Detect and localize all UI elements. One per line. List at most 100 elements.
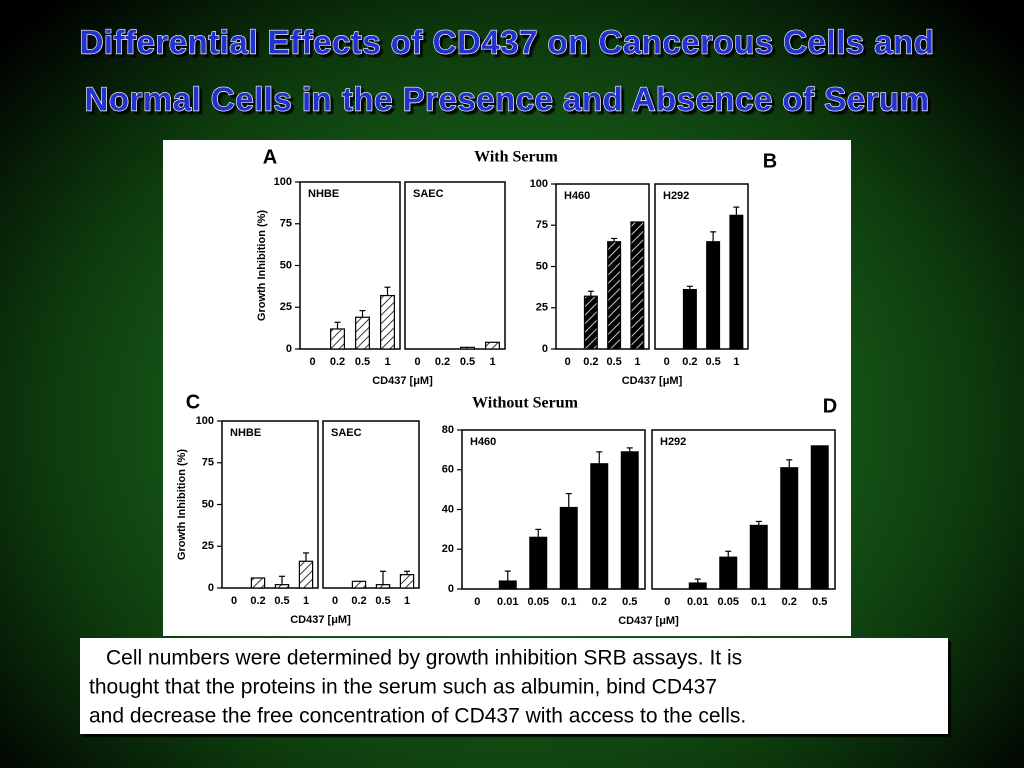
x-tick-label: 0.2	[351, 595, 366, 607]
bar	[399, 574, 415, 589]
x-tick-label: 0.1	[561, 596, 576, 608]
x-tick-label: 0.2	[592, 596, 607, 608]
subpanel-frame	[299, 181, 401, 350]
bar	[559, 506, 578, 590]
bar	[274, 584, 290, 589]
caption-box	[80, 638, 948, 734]
slide-title: Normal Cells in the Presence and Absence…	[85, 81, 930, 118]
bar	[719, 556, 738, 590]
subpanel-name: H292	[663, 190, 689, 202]
x-tick-label: 0.5	[812, 596, 827, 608]
figure-heading: With Serum	[474, 149, 558, 166]
x-tick-label: 0.2	[250, 595, 265, 607]
bar	[749, 524, 768, 590]
y-tick-label: 40	[442, 503, 454, 515]
bar	[298, 560, 314, 589]
subpanel-name: NHBE	[230, 427, 261, 439]
bar	[630, 221, 645, 350]
y-tick-label: 80	[442, 424, 454, 436]
bar	[780, 467, 799, 590]
x-tick-label: 1	[404, 595, 410, 607]
panel-letter: B	[763, 150, 777, 172]
subpanel-frame	[461, 429, 646, 590]
subpanel-frame	[555, 183, 650, 350]
x-tick-label: 0.05	[528, 596, 549, 608]
panel-letter: C	[186, 391, 200, 413]
y-tick-label: 20	[442, 543, 454, 555]
x-axis-label: CD437 [μM]	[290, 614, 351, 626]
bar	[729, 214, 744, 350]
bar	[355, 316, 370, 350]
x-tick-label: 0	[414, 356, 420, 368]
bar	[380, 294, 395, 350]
bar	[688, 582, 707, 590]
bar	[706, 241, 721, 350]
x-tick-label: 0	[231, 595, 237, 607]
y-tick-label: 75	[536, 219, 548, 231]
caption-line: thought that the proteins in the serum s…	[89, 676, 717, 699]
x-tick-label: 1	[303, 595, 309, 607]
caption-line: Cell numbers were determined by growth i…	[106, 647, 742, 670]
x-tick-label: 0.01	[687, 596, 708, 608]
y-tick-label: 0	[448, 583, 454, 595]
subpanel-frame	[404, 181, 506, 350]
caption-line: and decrease the free concentration of C…	[89, 705, 746, 728]
bar	[810, 445, 829, 590]
x-axis-label: CD437 [μM]	[618, 615, 679, 627]
x-tick-label: 0	[664, 596, 670, 608]
x-tick-label: 1	[733, 356, 739, 368]
x-tick-label: 0	[565, 356, 571, 368]
panel-letter: D	[823, 395, 837, 417]
x-axis-label: CD437 [μM]	[372, 375, 433, 387]
y-tick-label: 25	[280, 301, 292, 313]
x-tick-label: 0.01	[497, 596, 518, 608]
x-tick-label: 0.5	[606, 356, 621, 368]
subpanel-name: H460	[470, 436, 496, 448]
x-tick-label: 0.2	[682, 356, 697, 368]
bar	[583, 295, 598, 350]
x-axis-label: CD437 [μM]	[622, 375, 683, 387]
x-tick-label: 0.2	[782, 596, 797, 608]
subpanel-frame	[654, 183, 749, 350]
y-tick-label: 75	[202, 457, 214, 469]
subpanel-name: SAEC	[413, 188, 444, 200]
bar	[375, 584, 391, 589]
bar	[682, 289, 697, 350]
x-tick-label: 0.2	[435, 356, 450, 368]
bar	[498, 580, 517, 590]
y-tick-label: 75	[280, 218, 292, 230]
bar	[330, 328, 345, 350]
bar	[351, 580, 367, 589]
subpanel-frame	[322, 420, 420, 589]
y-axis-label: Growth Inhibition (%)	[256, 210, 268, 322]
subpanel-name: SAEC	[331, 427, 362, 439]
x-tick-label: 0.05	[718, 596, 739, 608]
bar	[620, 451, 639, 590]
subpanel-frame	[221, 420, 319, 589]
bar	[250, 577, 266, 589]
slide-title: Differential Effects of CD437 on Cancero…	[80, 24, 935, 61]
y-tick-label: 0	[208, 582, 214, 594]
y-tick-label: 100	[274, 176, 292, 188]
x-tick-label: 0.2	[330, 356, 345, 368]
bar	[590, 463, 609, 590]
y-tick-label: 50	[536, 260, 548, 272]
subpanel-name: NHBE	[308, 188, 339, 200]
x-tick-label: 0.1	[751, 596, 766, 608]
y-tick-label: 100	[196, 415, 214, 427]
y-tick-label: 100	[530, 178, 548, 190]
x-tick-label: 1	[384, 356, 390, 368]
x-tick-label: 0	[664, 356, 670, 368]
y-tick-label: 25	[202, 540, 214, 552]
x-tick-label: 0.5	[705, 356, 720, 368]
y-axis-label: Growth Inhibition (%)	[176, 449, 188, 561]
subpanel-name: H460	[564, 190, 590, 202]
x-tick-label: 0.2	[583, 356, 598, 368]
x-tick-label: 0	[332, 595, 338, 607]
x-tick-label: 0	[474, 596, 480, 608]
y-tick-label: 50	[202, 498, 214, 510]
bar	[485, 341, 500, 350]
x-tick-label: 1	[489, 356, 495, 368]
